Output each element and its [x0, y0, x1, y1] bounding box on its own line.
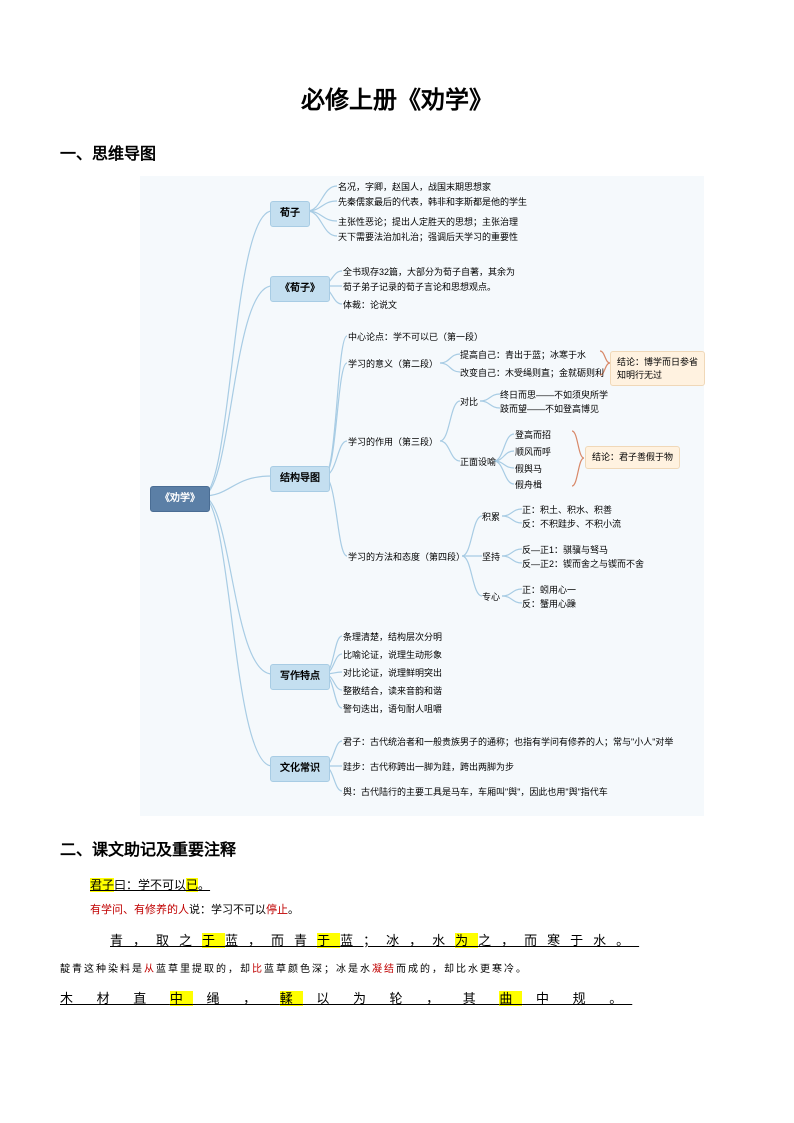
conclusion-1: 结论：博学而日参省知明行无过 [610, 351, 705, 386]
leaf-duibi: 对比 [460, 396, 478, 409]
leaf-n2-2: 体裁：论说文 [343, 299, 397, 312]
leaf-n2-0: 全书现存32篇，大部分为荀子自著，其余为 [343, 266, 515, 279]
leaf-jl2: 反：不积跬步、不积小流 [522, 518, 621, 531]
leaf-n3b: 学习的意义（第二段） [348, 358, 438, 371]
node-root: 《劝学》 [150, 486, 210, 512]
node-writing: 写作特点 [270, 664, 330, 690]
node-structure: 结构导图 [270, 466, 330, 492]
leaf-zm: 正面设喻 [460, 456, 496, 469]
leaf-n1-3: 天下需要法治加礼治；强调后天学习的重要性 [338, 231, 518, 244]
leaf-n3b1: 提高自己：青出于蓝；冰寒于水 [460, 349, 586, 362]
node-xunzi: 荀子 [270, 201, 310, 227]
leaf-n5-0: 君子：古代统治者和一般贵族男子的通称；也指有学问有修养的人；常与"小人"对举 [343, 736, 673, 749]
leaf-n1-1: 先秦儒家最后的代表，韩非和李斯都是他的学生 [338, 196, 527, 209]
leaf-jc2: 反—正2：锲而舍之与锲而不舍 [522, 558, 644, 571]
leaf-n1-0: 名况，字卿，赵国人，战国末期思想家 [338, 181, 491, 194]
leaf-n4-4: 警句迭出，语句耐人咀嚼 [343, 703, 442, 716]
leaf-n3a: 中心论点：学不可以已（第一段） [348, 331, 483, 344]
leaf-n3c: 学习的作用（第三段） [348, 436, 438, 449]
leaf-db2: 跂而望——不如登高博见 [500, 403, 599, 416]
node-book: 《荀子》 [270, 276, 330, 302]
leaf-n1-2: 主张性恶论；提出人定胜天的思想；主张治理 [338, 216, 518, 229]
leaf-zx2: 反：蟹用心躁 [522, 598, 576, 611]
leaf-n5-2: 舆：古代陆行的主要工具是马车，车厢叫"舆"，因此也用"舆"指代车 [343, 786, 608, 799]
leaf-zx: 专心 [482, 591, 500, 604]
leaf-n3d: 学习的方法和态度（第四段） [348, 551, 465, 564]
line1-annot: 有学问、有修养的人说：学习不可以停止。 [90, 898, 734, 922]
leaf-n4-0: 条理清楚，结构层次分明 [343, 631, 442, 644]
leaf-n4-1: 比喻论证，说理生动形象 [343, 649, 442, 662]
node-culture: 文化常识 [270, 756, 330, 782]
leaf-n5-1: 跬步：古代称跨出一脚为跬，跨出两脚为步 [343, 761, 514, 774]
section1-heading: 一、思维导图 [60, 140, 734, 164]
leaf-zm4: 假舟楫 [515, 479, 542, 492]
leaf-jc1: 反—正1：骐骥与驽马 [522, 544, 608, 557]
leaf-n3b2: 改变自己：木受绳则直；金就砺则利 [460, 367, 604, 380]
leaf-db1: 终日而思——不如须臾所学 [500, 389, 608, 402]
line2: 青，取之于蓝，而青于蓝；冰，水为之，而寒于水。 [110, 927, 734, 956]
conclusion-2: 结论：君子善假于物 [585, 446, 680, 469]
leaf-zm1: 登高而招 [515, 429, 551, 442]
leaf-jl1: 正：积土、积水、积善 [522, 504, 612, 517]
page-title: 必修上册《劝学》 [60, 80, 734, 115]
text-content: 君子曰：学不可以已。 有学问、有修养的人说：学习不可以停止。 青，取之于蓝，而青… [60, 872, 734, 1014]
line3: 木 材 直 中 绳 ， 輮 以 为 轮 ， 其 曲 中 规 。 [60, 985, 734, 1014]
leaf-zm3: 假舆马 [515, 463, 542, 476]
leaf-n4-3: 整散结合，读来音韵和谐 [343, 685, 442, 698]
leaf-jc: 坚持 [482, 551, 500, 564]
leaf-zx1: 正：蚓用心一 [522, 584, 576, 597]
leaf-jl: 积累 [482, 511, 500, 524]
mindmap: 《劝学》 荀子 名况，字卿，赵国人，战国末期思想家 先秦儒家最后的代表，韩非和李… [140, 176, 704, 816]
line1: 君子曰：学不可以已。 [90, 872, 734, 898]
leaf-zm2: 顺风而呼 [515, 446, 551, 459]
line2-annot: 靛青这种染料是从蓝草里提取的，却比蓝草颜色深；冰是水凝结而成的，却比水更寒冷。 [60, 959, 734, 981]
section2-heading: 二、课文助记及重要注释 [60, 836, 734, 860]
leaf-n4-2: 对比论证，说理鲜明突出 [343, 667, 442, 680]
leaf-n2-1: 荀子弟子记录的荀子言论和思想观点。 [343, 281, 496, 294]
